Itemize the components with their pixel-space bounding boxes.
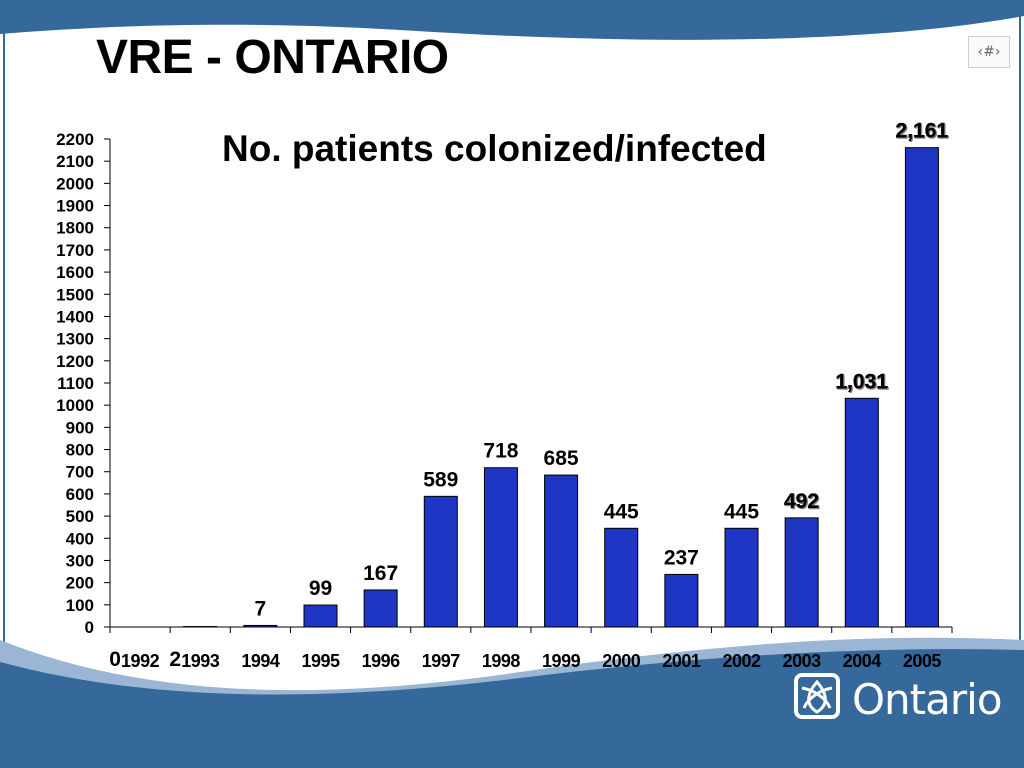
data-label: 718 bbox=[483, 440, 518, 463]
y-tick-label: 700 bbox=[66, 463, 94, 482]
data-label: 99 bbox=[309, 577, 332, 600]
x-tick-label: 1997 bbox=[422, 651, 461, 671]
y-tick-label: 1300 bbox=[56, 330, 94, 349]
ontario-logo-text: Ontario bbox=[852, 675, 1003, 724]
y-tick-label: 1500 bbox=[56, 285, 94, 304]
y-tick-label: 100 bbox=[66, 596, 94, 615]
data-label: 2,161 bbox=[896, 120, 949, 143]
bar bbox=[844, 397, 879, 628]
x-tick-label: 1999 bbox=[542, 651, 581, 671]
bottom-band bbox=[0, 649, 1024, 768]
x-tick-label: 1998 bbox=[482, 651, 521, 671]
data-label: 445 bbox=[724, 500, 759, 523]
bar bbox=[784, 517, 819, 628]
x-tick-label: 1994 bbox=[241, 651, 280, 671]
y-tick-label: 800 bbox=[66, 441, 94, 460]
data-label: 589 bbox=[423, 468, 458, 491]
data-label: 1,031 bbox=[836, 370, 889, 393]
trillium-logo-icon bbox=[794, 673, 840, 719]
y-tick-label: 400 bbox=[66, 529, 94, 548]
bar bbox=[363, 589, 398, 628]
bar bbox=[664, 573, 699, 628]
bar bbox=[483, 467, 518, 628]
y-tick-label: 1100 bbox=[57, 374, 94, 393]
y-tick-label: 1800 bbox=[56, 219, 94, 238]
y-tick-label: 1000 bbox=[56, 396, 94, 415]
x-tick-label: 2001 bbox=[662, 651, 701, 671]
y-tick-label: 2200 bbox=[56, 130, 94, 149]
y-tick-label: 2100 bbox=[56, 152, 94, 171]
bar bbox=[544, 474, 579, 628]
page-title: VRE - ONTARIO bbox=[96, 31, 449, 84]
y-tick-label: 1900 bbox=[56, 197, 94, 216]
bar bbox=[904, 147, 939, 628]
y-tick-label: 600 bbox=[66, 485, 94, 504]
data-label: 0 bbox=[109, 648, 121, 671]
data-label: 685 bbox=[544, 447, 579, 470]
y-tick-label: 200 bbox=[66, 574, 94, 593]
y-tick-label: 1200 bbox=[56, 352, 94, 371]
x-tick-label: 2002 bbox=[722, 651, 761, 671]
data-label: 167 bbox=[363, 562, 398, 585]
x-tick-label: 1996 bbox=[362, 651, 401, 671]
x-tick-label: 2005 bbox=[903, 651, 942, 671]
bar bbox=[724, 527, 759, 628]
x-tick-label: 2003 bbox=[783, 651, 822, 671]
bar bbox=[243, 624, 278, 628]
chart-title: No. patients colonized/infected bbox=[222, 128, 767, 169]
y-tick-label: 500 bbox=[66, 507, 94, 526]
x-tick-label: 2004 bbox=[843, 651, 882, 671]
bar bbox=[604, 527, 639, 628]
y-tick-label: 2000 bbox=[56, 174, 94, 193]
y-tick-label: 0 bbox=[85, 618, 94, 637]
x-tick-label: 1993 bbox=[181, 651, 220, 671]
bar bbox=[303, 604, 338, 628]
x-tick-label: 1992 bbox=[121, 651, 160, 671]
x-tick-label: 1995 bbox=[301, 651, 340, 671]
data-label: 237 bbox=[664, 546, 699, 569]
data-label: 492 bbox=[784, 490, 819, 513]
bar bbox=[423, 495, 458, 628]
y-tick-label: 1600 bbox=[56, 263, 94, 282]
data-label: 2 bbox=[169, 648, 181, 671]
data-label: 7 bbox=[255, 597, 267, 620]
y-tick-label: 300 bbox=[66, 551, 94, 570]
data-label: 445 bbox=[604, 500, 639, 523]
x-tick-label: 2000 bbox=[602, 651, 641, 671]
slide-number: ‹#› bbox=[968, 36, 1010, 68]
top-band bbox=[0, 0, 1024, 40]
y-tick-label: 1400 bbox=[56, 307, 94, 326]
y-tick-label: 900 bbox=[66, 418, 94, 437]
y-tick-label: 1700 bbox=[56, 241, 94, 260]
